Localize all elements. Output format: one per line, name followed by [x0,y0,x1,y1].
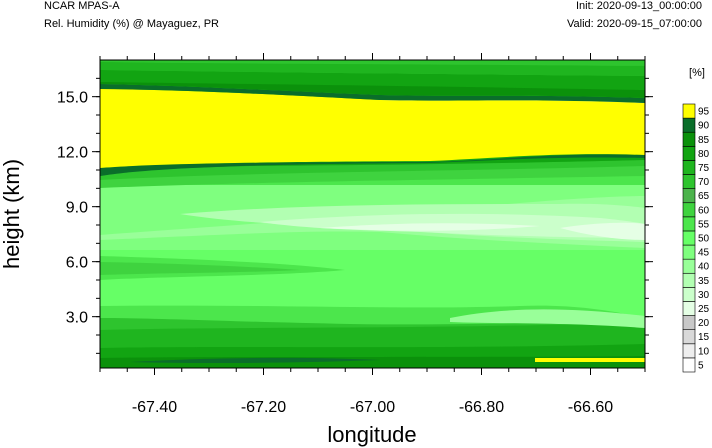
x-tick-label: -66.80 [459,399,504,416]
colorbar-label: 85 [698,135,710,146]
colorbar-unit: [%] [689,67,705,79]
colorbar-swatch [682,174,696,189]
y-tick-label: 12.0 [57,145,88,162]
colorbar-label: 50 [698,234,710,245]
colorbar-label: 45 [698,248,710,259]
saturated-layer [100,89,645,168]
colorbar-label: 25 [698,304,710,315]
colorbar-label: 75 [698,163,710,174]
chart-subtitle: Rel. Humidity (%) @ Mayaguez, PR [44,18,219,30]
colorbar-swatch [682,315,696,330]
colorbar-swatch [682,357,696,373]
colorbar: 5 10 15 20 25 30 35 40 45 50 55 60 65 70 75 80 85 90 95 [682,103,710,373]
y-tick-label: 3.0 [66,310,88,327]
colorbar-label: 30 [698,290,710,301]
colorbar-swatch [682,343,696,359]
x-tick-label: -67.40 [132,399,177,416]
x-tick-label: -67.20 [241,399,286,416]
top-band-70 [100,62,645,76]
mid-tongue-east-20 [560,222,645,240]
valid-time: Valid: 2020-09-15_07:00:00 [567,18,702,30]
colorbar-label: 55 [698,219,710,230]
colorbar-swatch [682,160,696,175]
colorbar-label: 60 [698,205,710,216]
colorbar-label: 5 [698,360,704,371]
colorbar-label: 35 [698,276,710,287]
colorbar-label: 15 [698,332,710,343]
x-tick-label: -67.00 [350,399,395,416]
colorbar-label: 65 [698,191,710,202]
plot-area [100,60,645,368]
colorbar-swatch [682,202,696,218]
colorbar-label: 40 [698,262,710,273]
x-axis: -67.40 -67.20 -67.00 -66.80 -66.60 [99,53,646,416]
colorbar-swatch [682,272,696,288]
surface-moist-patch [535,358,645,362]
colorbar-label: 80 [698,149,710,160]
x-tick-label: -66.60 [568,399,613,416]
y-tick-label: 15.0 [57,90,88,107]
colorbar-swatch [682,230,696,246]
colorbar-swatch [682,287,696,302]
saturated-top-edge [100,84,645,103]
y-axis-title: height (km) [0,159,24,269]
y-tick-label: 6.0 [66,255,88,272]
colorbar-label: 20 [698,318,710,329]
colorbar-label: 10 [698,346,710,357]
y-tick-label: 9.0 [66,200,88,217]
colorbar-swatch [682,329,696,345]
colorbar-swatch [682,244,696,260]
surface-band-3 [100,322,645,352]
colorbar-swatch [682,117,696,133]
init-time: Init: 2020-09-13_00:00:00 [576,0,702,12]
mid-tongue-20 [320,223,540,231]
colorbar-swatch [682,258,696,274]
colorbar-swatch [682,131,696,147]
colorbar-label: 95 [698,107,710,118]
colorbar-swatch [682,188,696,204]
mid-level-moist-core [100,262,300,275]
y-axis: 3.0 6.0 9.0 12.0 15.0 [57,77,653,354]
x-axis-title: longitude [327,422,416,447]
model-name: NCAR MPAS-A [44,0,120,12]
low-level-light-band [450,309,645,328]
colorbar-swatch [682,216,696,232]
colorbar-label: 90 [698,121,710,132]
top-band-80 [100,70,645,90]
colorbar-swatch [682,301,696,316]
top-band-85 [100,80,645,98]
surface-streak [130,357,380,364]
colorbar-swatch [682,103,696,119]
colorbar-swatch [682,146,696,161]
upper-band-90 [100,154,645,176]
colorbar-label: 70 [698,177,710,188]
